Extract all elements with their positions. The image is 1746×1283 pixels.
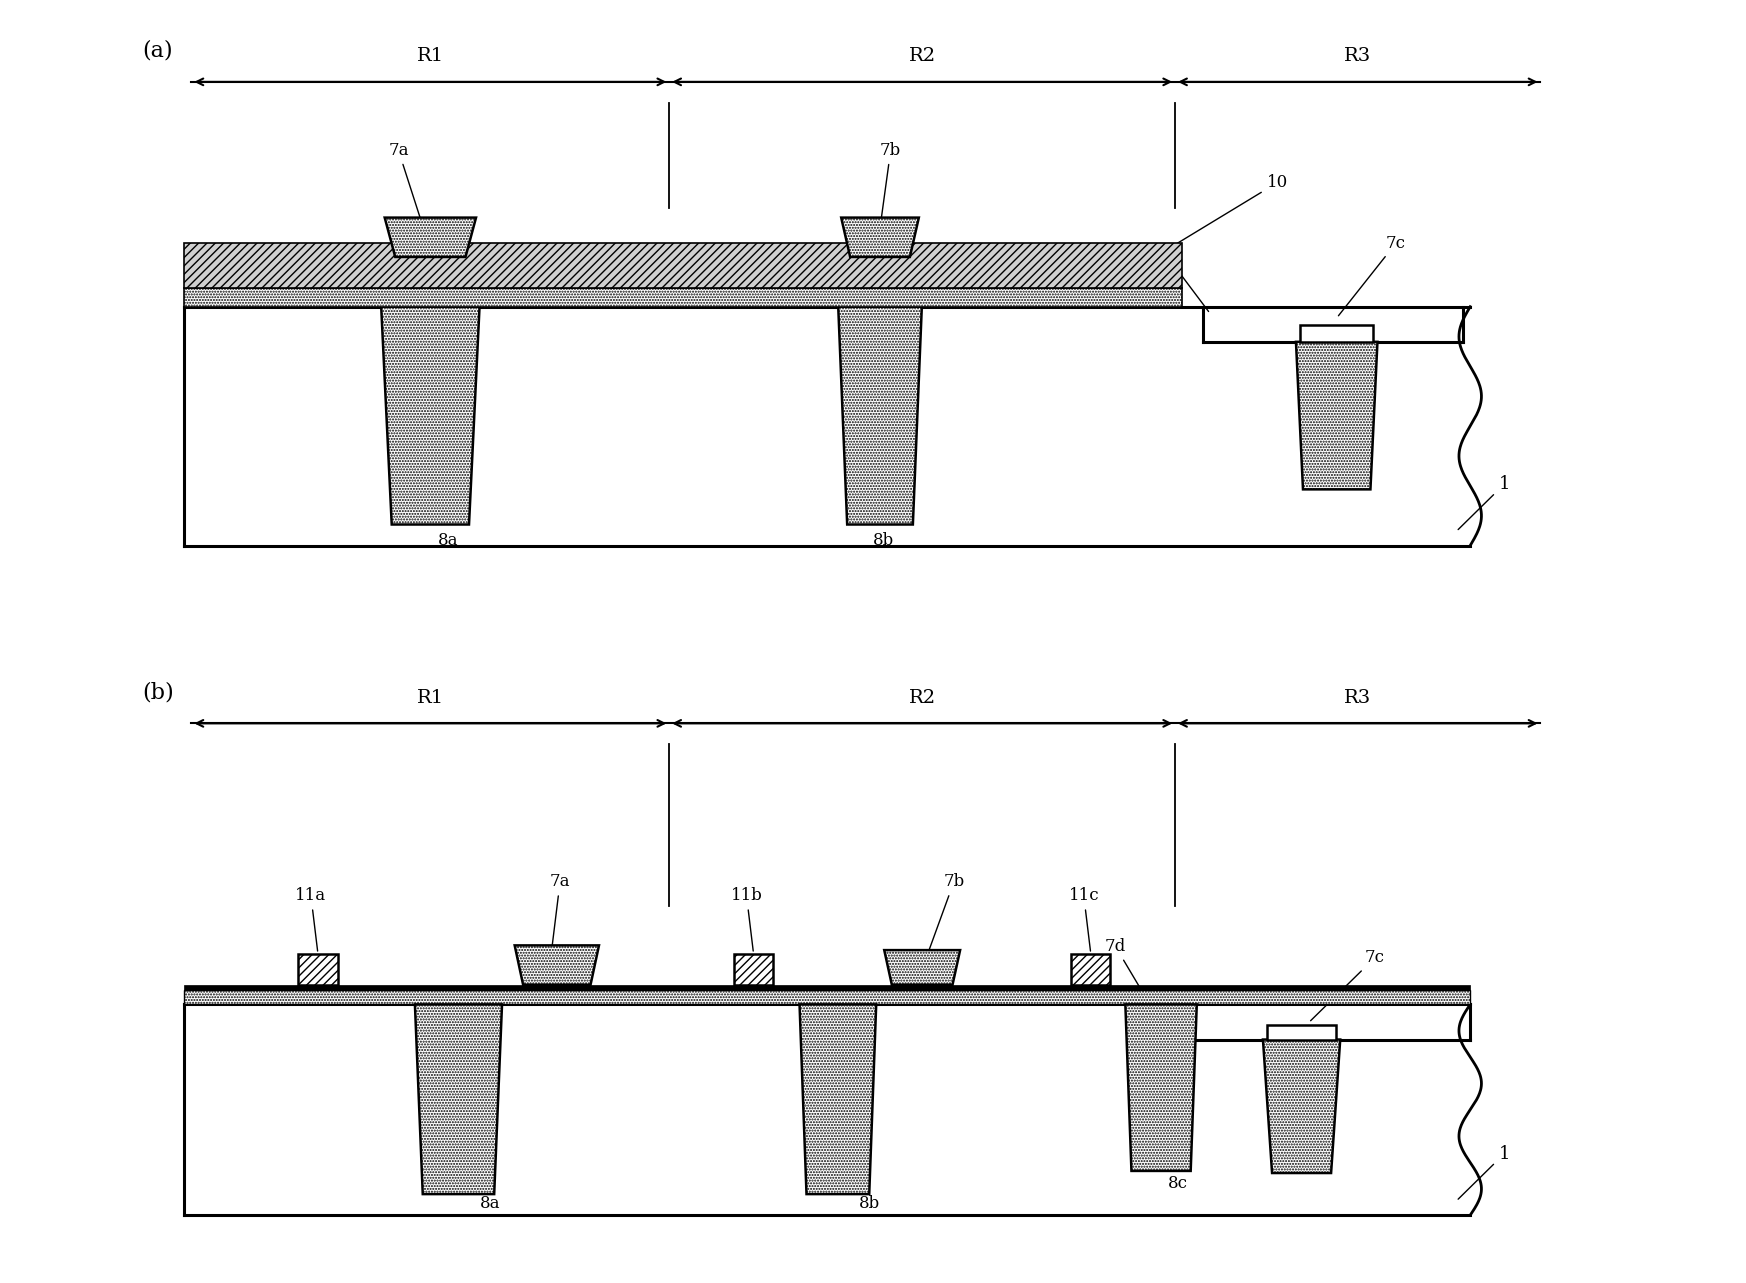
Text: 1: 1 bbox=[1458, 476, 1510, 530]
Text: R1: R1 bbox=[417, 47, 443, 65]
Text: 8c: 8c bbox=[1168, 1175, 1187, 1192]
Polygon shape bbox=[883, 951, 960, 985]
Text: 7c: 7c bbox=[1311, 949, 1385, 1021]
Text: 11c: 11c bbox=[1069, 888, 1098, 951]
Bar bbox=[185, 307, 1470, 545]
Bar bbox=[1301, 325, 1374, 341]
Text: 7b: 7b bbox=[880, 142, 901, 225]
Text: 11a: 11a bbox=[295, 888, 327, 951]
Text: 7a: 7a bbox=[388, 142, 423, 225]
Text: R2: R2 bbox=[908, 47, 936, 65]
Text: 7b: 7b bbox=[924, 874, 964, 966]
Polygon shape bbox=[800, 1005, 876, 1194]
Text: 11b: 11b bbox=[730, 888, 763, 951]
Bar bbox=[1268, 1025, 1336, 1039]
Text: R2: R2 bbox=[908, 689, 936, 707]
Polygon shape bbox=[384, 218, 477, 257]
Text: 7c: 7c bbox=[1339, 235, 1406, 316]
Text: 8b: 8b bbox=[873, 531, 894, 549]
Polygon shape bbox=[381, 307, 480, 525]
Text: (b): (b) bbox=[143, 681, 175, 703]
Text: 8a: 8a bbox=[475, 1189, 499, 1212]
Text: (a): (a) bbox=[143, 40, 173, 62]
Polygon shape bbox=[515, 946, 599, 985]
Text: 10: 10 bbox=[1142, 174, 1289, 264]
Bar bbox=[185, 289, 1182, 307]
Polygon shape bbox=[1126, 1005, 1196, 1171]
Polygon shape bbox=[1262, 1039, 1341, 1173]
Bar bbox=[733, 953, 773, 985]
Bar bbox=[185, 985, 1470, 990]
Text: 7d: 7d bbox=[1154, 245, 1208, 312]
Polygon shape bbox=[842, 218, 918, 257]
Text: 1: 1 bbox=[1458, 1144, 1510, 1200]
Bar bbox=[299, 953, 337, 985]
Polygon shape bbox=[838, 307, 922, 525]
Text: 8a: 8a bbox=[438, 531, 457, 549]
Bar bbox=[1070, 953, 1110, 985]
Polygon shape bbox=[416, 1005, 503, 1194]
Bar bbox=[185, 990, 1470, 1005]
Text: 7d: 7d bbox=[1105, 938, 1152, 1008]
Text: R1: R1 bbox=[417, 689, 443, 707]
Polygon shape bbox=[1296, 341, 1378, 489]
Text: R3: R3 bbox=[1344, 47, 1371, 65]
Bar bbox=[185, 244, 1182, 289]
Text: 7a: 7a bbox=[550, 874, 571, 962]
Text: R3: R3 bbox=[1344, 689, 1371, 707]
Text: 8b: 8b bbox=[854, 1189, 880, 1212]
Bar bbox=[185, 1005, 1470, 1215]
